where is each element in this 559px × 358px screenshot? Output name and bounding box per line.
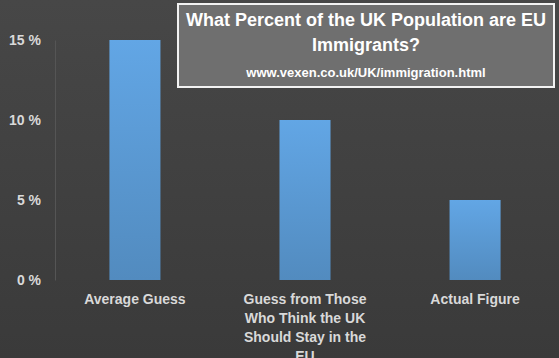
category-label: Average Guess: [84, 291, 186, 307]
tick-label: 15 %: [9, 32, 41, 48]
category-label: Guess from ThoseWho Think the UKShould S…: [244, 291, 367, 358]
bar: [109, 40, 160, 280]
bar: [450, 200, 501, 280]
tick: 0 %: [17, 272, 55, 288]
tick: 10 %: [9, 112, 55, 128]
bar: [279, 120, 330, 280]
x-axis: Average Guess Guess from ThoseWho Think t…: [84, 291, 520, 358]
tick-label: 10 %: [9, 112, 41, 128]
background: [0, 0, 559, 358]
chart-container: 0 % 5 % 10 % 15 % Average Guess Guess from Th…: [0, 0, 559, 358]
tick-label: 0 %: [17, 272, 42, 288]
title: What Percent of the UK Population are EU…: [186, 10, 546, 55]
title-box: What Percent of the UK Population are EU…: [178, 4, 554, 87]
axis-line: [55, 41, 56, 281]
tick-label: 5 %: [17, 192, 42, 208]
chart-svg: 0 % 5 % 10 % 15 % Average Guess Guess from Th…: [0, 0, 559, 358]
category-label: Actual Figure: [430, 291, 520, 307]
bars: [109, 40, 500, 280]
subtitle: www.vexen.co.uk/UK/immigration.html: [245, 65, 485, 80]
tick: 15 %: [9, 32, 55, 48]
title-frame: [178, 4, 554, 87]
y-axis: 0 % 5 % 10 % 15 %: [9, 32, 55, 288]
tick: 5 %: [17, 192, 55, 208]
